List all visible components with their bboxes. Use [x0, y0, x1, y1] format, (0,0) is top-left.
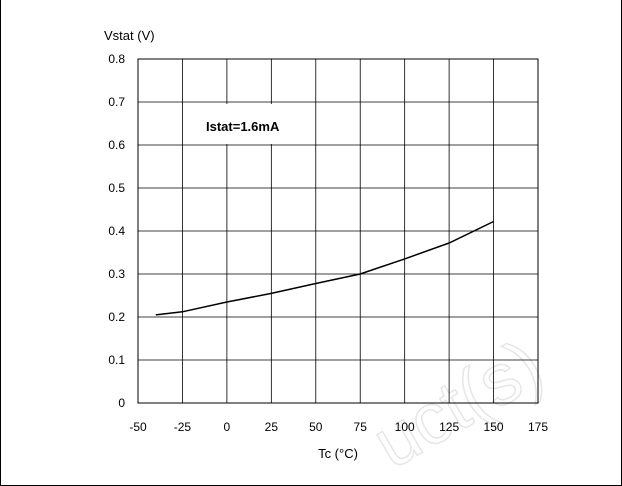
- y-tick-label: 0.7: [108, 95, 125, 109]
- y-tick-label: 0.8: [108, 52, 125, 66]
- annotation-box: [183, 104, 313, 144]
- tick-labels: -50 -25 0 25 50 75 100 125 150 175 0 0.1 0.2 0.3 0.4 0.…: [108, 52, 548, 434]
- y-axis-title: Vstat (V): [104, 28, 155, 43]
- y-tick-label: 0.5: [108, 181, 125, 195]
- x-tick-label: -25: [174, 420, 192, 434]
- y-tick-label: 0.1: [108, 353, 125, 367]
- x-tick-label: 25: [265, 420, 279, 434]
- x-tick-label: -50: [129, 420, 147, 434]
- x-tick-label: 50: [309, 420, 323, 434]
- annotation-label: Istat=1.6mA: [206, 119, 280, 134]
- y-tick-label: 0.3: [108, 267, 125, 281]
- x-tick-label: 100: [395, 420, 415, 434]
- x-tick-label: 150: [484, 420, 504, 434]
- plot-area: [137, 58, 539, 404]
- series-line: [155, 220, 494, 316]
- y-tick-label: 0.2: [108, 310, 125, 324]
- y-tick-label: 0: [118, 396, 125, 410]
- x-tick-label: 125: [439, 420, 459, 434]
- y-tick-label: 0.6: [108, 138, 125, 152]
- x-axis-title: Tc (°C): [318, 446, 358, 461]
- x-tick-label: 175: [528, 420, 548, 434]
- x-tick-label: 0: [224, 420, 231, 434]
- x-tick-label: 75: [354, 420, 368, 434]
- watermark-text: uct(s): [360, 325, 556, 484]
- y-tick-label: 0.4: [108, 224, 125, 238]
